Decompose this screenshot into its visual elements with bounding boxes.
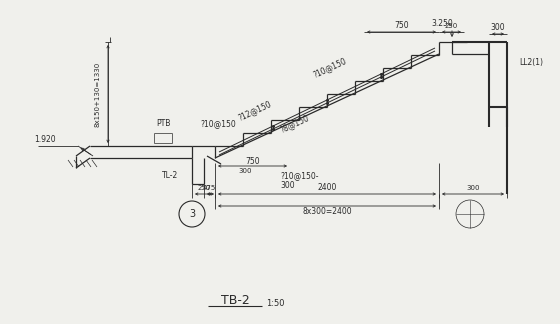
Text: 300: 300: [238, 168, 252, 174]
Text: 750: 750: [245, 156, 260, 166]
Text: ?10@150: ?10@150: [200, 120, 236, 129]
Text: PTB: PTB: [156, 120, 170, 129]
Text: 250: 250: [197, 185, 211, 191]
Text: 475: 475: [203, 185, 216, 191]
Text: ?8@150: ?8@150: [279, 113, 311, 134]
Text: 250: 250: [445, 23, 458, 29]
Text: ?12@150: ?12@150: [237, 99, 273, 122]
Text: ?10@150: ?10@150: [312, 56, 348, 80]
Text: ?10@150-: ?10@150-: [280, 171, 319, 180]
Text: 300: 300: [466, 185, 480, 191]
Text: 300: 300: [280, 181, 295, 191]
Text: LL2(1): LL2(1): [519, 57, 543, 66]
Text: 2400: 2400: [318, 183, 337, 192]
Text: 300: 300: [491, 24, 505, 32]
Text: 8x300=2400: 8x300=2400: [302, 207, 352, 216]
Text: 750: 750: [394, 21, 409, 30]
Text: 8x150+130=1330: 8x150+130=1330: [95, 61, 101, 127]
Text: TL-2: TL-2: [162, 171, 178, 180]
Text: TB-2: TB-2: [221, 294, 249, 307]
Text: 3: 3: [189, 209, 195, 219]
Text: 1:50: 1:50: [266, 298, 284, 307]
Text: 3.250: 3.250: [431, 19, 453, 29]
Text: 1.920: 1.920: [34, 135, 55, 145]
